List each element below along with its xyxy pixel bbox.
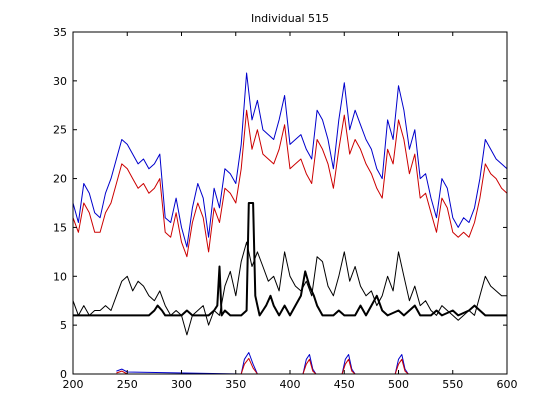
- series-line-6: [116, 357, 409, 375]
- chart-title: Individual 515: [251, 12, 329, 25]
- y-tick-label: 15: [53, 221, 67, 234]
- x-tick-label: 500: [388, 378, 409, 391]
- axes-frame: [72, 31, 508, 375]
- series-line-1: [72, 72, 508, 248]
- series-line-3: [72, 241, 507, 336]
- x-tick-label: 600: [497, 378, 518, 391]
- y-tick-label: 25: [53, 124, 67, 137]
- series-line-2: [72, 109, 508, 258]
- y-tick-label: 5: [60, 319, 67, 332]
- series-line-5: [116, 352, 409, 375]
- y-tick-label: 30: [53, 75, 67, 88]
- y-tick-label: 10: [53, 270, 67, 283]
- series-layer: [72, 72, 508, 375]
- x-tick-label: 300: [171, 378, 192, 391]
- x-tick-label: 450: [334, 378, 355, 391]
- y-tick-label: 20: [53, 173, 67, 186]
- series-line-4: [73, 202, 507, 317]
- x-tick-label: 550: [442, 378, 463, 391]
- x-tick-label: 400: [280, 378, 301, 391]
- y-tick-label: 0: [60, 368, 67, 381]
- x-tick-label: 350: [225, 378, 246, 391]
- y-tick-label: 35: [53, 26, 67, 39]
- x-tick-label: 200: [63, 378, 84, 391]
- tick-layer: 200 250 300 350 400 450 500 550 600 0 5 10 15 20 25 30 3…: [53, 26, 518, 391]
- x-tick-label: 250: [117, 378, 138, 391]
